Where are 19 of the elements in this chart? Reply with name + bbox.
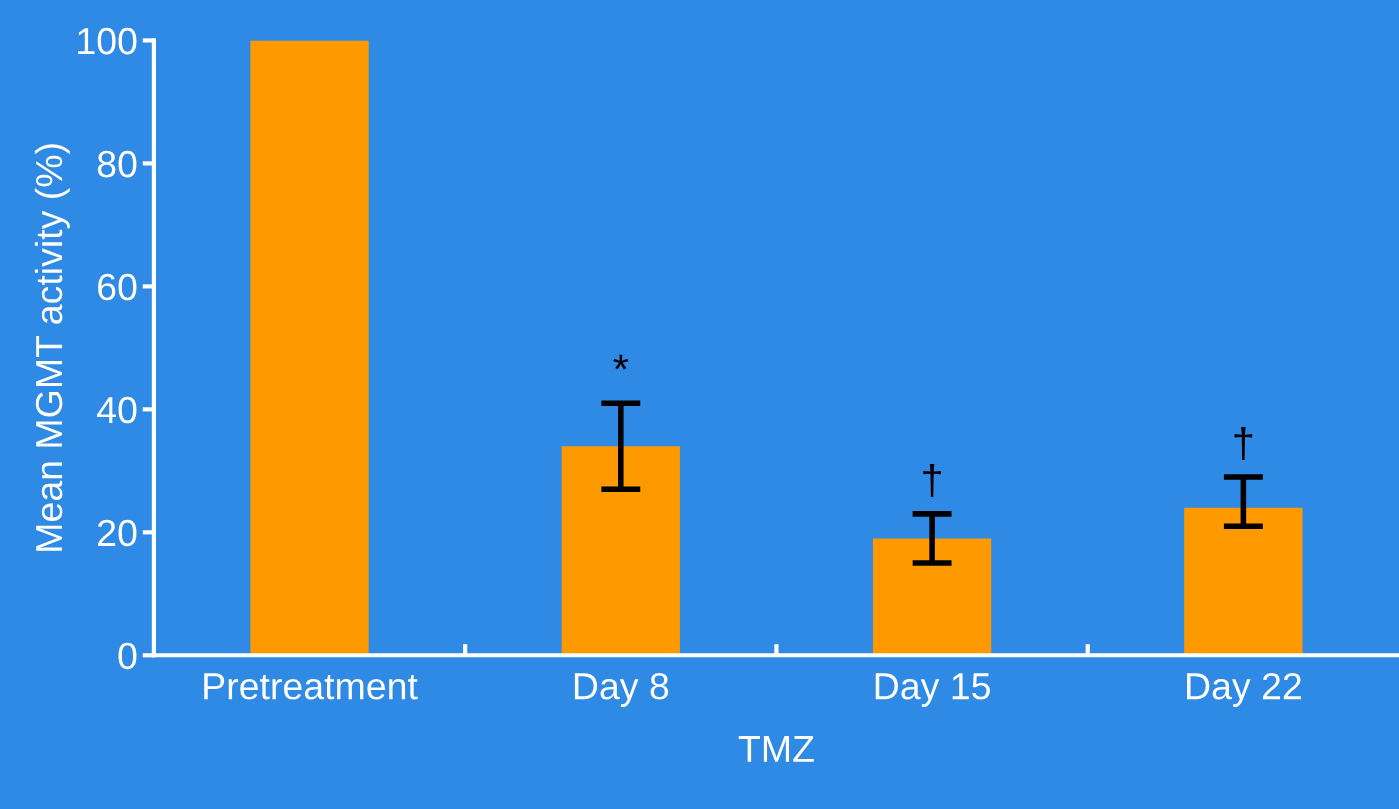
bar (872, 538, 992, 656)
annotation: † (1234, 427, 1253, 461)
y-tick-label: 80 (97, 150, 137, 178)
bar (561, 446, 680, 656)
annotation: * (613, 354, 629, 370)
x-tick-label: Pretreatment (204, 673, 418, 700)
y-tick-label: 20 (98, 519, 137, 547)
x-tick-label: Day 8 (574, 672, 669, 707)
x-axis-title: TMZ (738, 736, 814, 762)
bar (1184, 507, 1303, 656)
x-tick-label: Day 22 (1187, 672, 1301, 707)
bar (250, 40, 369, 656)
x-tick-label: Day 15 (875, 673, 990, 707)
annotation: † (923, 463, 941, 497)
y-tick-label: 0 (118, 642, 137, 670)
y-tick-label: 40 (97, 396, 137, 424)
y-axis-title: Mean MGMT activity (%) (34, 144, 70, 551)
y-tick-label: 60 (98, 273, 137, 301)
y-tick-label: 100 (78, 27, 137, 55)
